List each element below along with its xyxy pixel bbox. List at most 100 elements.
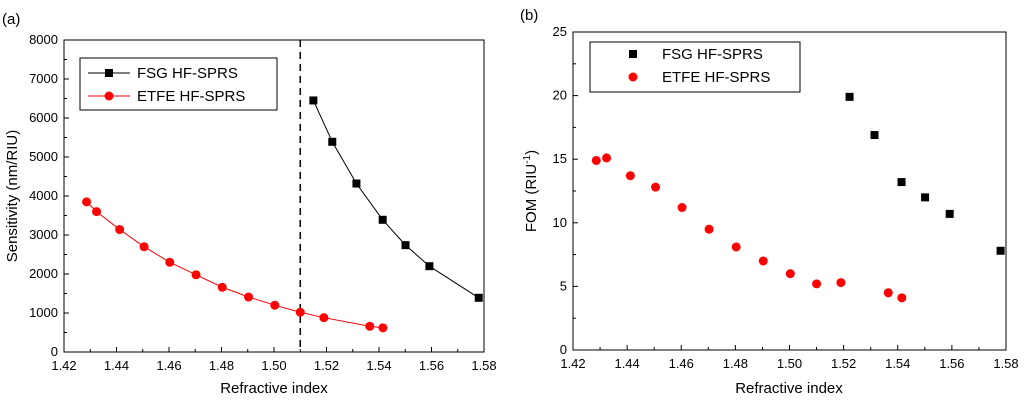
panel-b-legend-etfe-label: ETFE HF-SPRS (662, 69, 770, 86)
y-tick-label: 7000 (29, 71, 58, 86)
fom-label-superscript: -1 (522, 154, 533, 163)
fsg-data-point (870, 131, 879, 140)
y-tick-label: 1000 (29, 305, 58, 320)
x-tick-label: 1.42 (51, 358, 76, 373)
legend-etfe-marker (104, 91, 114, 101)
etfe-data-point (270, 300, 280, 310)
etfe-data-point (785, 269, 795, 279)
etfe-data-point (897, 293, 907, 303)
etfe-data-point (191, 270, 201, 280)
fsg-data-point (328, 137, 337, 146)
etfe-data-point (836, 278, 846, 288)
fsg-data-point (309, 96, 318, 105)
etfe-data-point (651, 182, 661, 192)
etfe-data-point (591, 155, 601, 165)
y-tick-label: 25 (553, 24, 567, 39)
panel-b-x-axis-title: Refractive index (735, 380, 843, 397)
x-tick-label: 1.50 (777, 356, 802, 371)
panel-b-legend-box (589, 41, 801, 93)
panel-b-ticks: 1.42 1.44 1.46 1.48 1.50 1.52 1.54 1.56 1.58 0 5 10… (553, 24, 1019, 371)
x-tick-label: 1.50 (261, 358, 286, 373)
fsg-data-point (996, 246, 1005, 255)
etfe-data-point (625, 171, 635, 181)
x-tick-label: 1.42 (560, 356, 585, 371)
etfe-data-point (758, 256, 768, 266)
etfe-data-point (704, 224, 714, 234)
panel-b: (b) 1.42 1.44 1.46 1.48 1.50 1.52 1.54 1.56 1.58… (520, 7, 1019, 397)
y-tick-label: 0 (560, 342, 567, 357)
panel-a-ticks: 1.42 1.44 1.46 1.48 1.50 1.52 1.54 1.56 1.58 0 100… (29, 32, 497, 373)
fsg-data-point (425, 262, 434, 271)
etfe-data-point (883, 288, 893, 298)
x-tick-label: 1.56 (419, 358, 444, 373)
x-tick-label: 1.52 (831, 356, 856, 371)
x-tick-label: 1.48 (209, 358, 234, 373)
fsg-data-point (921, 193, 930, 202)
panel-a-label: (a) (2, 11, 20, 28)
etfe-data-point (378, 323, 388, 333)
etfe-data-point (812, 279, 822, 289)
fom-label-main: FOM (RIU (523, 164, 540, 232)
legend-fsg-marker (629, 50, 637, 58)
x-tick-label: 1.44 (614, 356, 639, 371)
y-tick-label: 3000 (29, 227, 58, 242)
fsg-data-point (474, 293, 483, 302)
y-tick-label: 10 (553, 215, 567, 230)
y-tick-label: 5000 (29, 149, 58, 164)
y-tick-label: 5 (560, 278, 567, 293)
x-tick-label: 1.58 (993, 356, 1018, 371)
x-tick-label: 1.44 (104, 358, 129, 373)
panel-a-legend-fsg-label: FSG HF-SPRS (137, 65, 238, 82)
panel-a-legend-etfe-label: ETFE HF-SPRS (137, 88, 245, 105)
etfe-data-point (677, 203, 687, 213)
fsg-data-point (378, 215, 387, 224)
panel-a-legend-box (79, 57, 278, 111)
y-tick-label: 15 (553, 151, 567, 166)
etfe-data-point (82, 197, 92, 207)
y-tick-label: 8000 (29, 32, 58, 47)
etfe-data-point (139, 242, 149, 252)
x-tick-label: 1.46 (669, 356, 694, 371)
fsg-data-point (352, 179, 361, 188)
fsg-series-line (312, 100, 480, 299)
panel-a-data (82, 40, 483, 352)
etfe-data-point (217, 282, 227, 292)
etfe-data-point (295, 307, 305, 317)
etfe-data-point (319, 313, 329, 323)
y-tick-label: 2000 (29, 266, 58, 281)
fom-label-close: ) (523, 150, 540, 155)
panel-a-x-axis-title: Refractive index (220, 380, 328, 397)
fsg-data-point (945, 209, 954, 218)
x-tick-label: 1.58 (471, 358, 496, 373)
etfe-data-point (365, 321, 375, 331)
etfe-series-line (86, 201, 383, 329)
panel-a: (a) 1.42 1.44 1.46 1.48 1.50 1.52 1.54 1.56 1.58… (2, 11, 497, 397)
x-tick-label: 1.48 (723, 356, 748, 371)
etfe-data-point (731, 242, 741, 252)
panel-b-label: (b) (520, 7, 538, 24)
x-tick-label: 1.54 (885, 356, 910, 371)
x-tick-label: 1.56 (939, 356, 964, 371)
panel-b-y-axis-title: FOM (RIU-1) (522, 150, 540, 232)
y-tick-label: 20 (553, 88, 567, 103)
fsg-data-point (845, 92, 854, 101)
etfe-data-point (602, 153, 612, 163)
panel-a-y-axis-title: Sensitivity (nm/RIU) (4, 130, 21, 263)
x-tick-label: 1.54 (366, 358, 391, 373)
x-tick-label: 1.46 (156, 358, 181, 373)
fsg-data-point (897, 178, 906, 187)
etfe-data-point (115, 225, 125, 235)
panel-b-legend-fsg-label: FSG HF-SPRS (662, 46, 763, 63)
y-tick-label: 4000 (29, 188, 58, 203)
legend-fsg-marker (105, 69, 113, 77)
fsg-data-point (401, 241, 410, 250)
panel-b-legend: FSG HF-SPRS ETFE HF-SPRS (589, 41, 801, 93)
etfe-data-point (165, 257, 175, 267)
y-tick-label: 6000 (29, 110, 58, 125)
etfe-data-point (244, 292, 254, 302)
legend-etfe-marker (628, 72, 638, 82)
x-tick-label: 1.52 (314, 358, 339, 373)
panel-b-data (591, 92, 1005, 303)
etfe-data-point (92, 207, 102, 217)
